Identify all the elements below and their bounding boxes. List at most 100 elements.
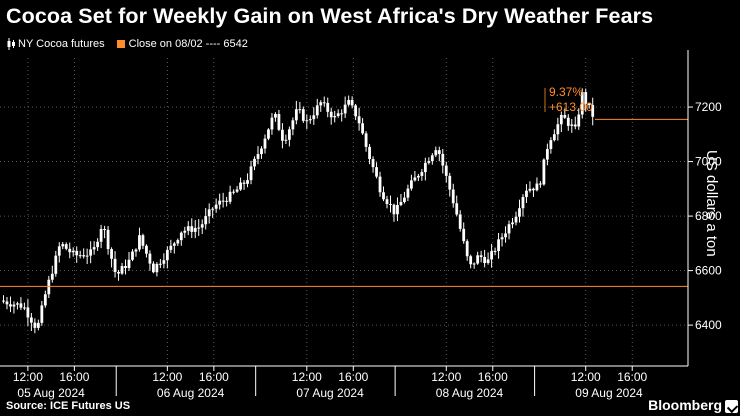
candle-body	[207, 209, 211, 217]
candle-body	[382, 192, 385, 200]
y-tick-label: 7000	[695, 155, 722, 169]
candle-body	[23, 307, 26, 309]
candle-body	[274, 114, 277, 118]
candle-body	[479, 255, 483, 257]
candle-body	[500, 237, 504, 240]
candle-body	[19, 303, 23, 308]
candle-body	[47, 279, 51, 295]
candle-body	[211, 208, 215, 210]
candle-body	[364, 133, 368, 147]
candle-body	[26, 307, 30, 318]
candle-body	[584, 92, 588, 104]
candle-body	[340, 113, 344, 115]
candle-body	[179, 232, 183, 241]
candle-body	[263, 138, 267, 149]
x-tick-label: 16:00	[338, 370, 368, 384]
candle-body	[9, 304, 12, 307]
candle-body	[152, 263, 155, 273]
candle-body	[437, 150, 441, 154]
candle-body	[493, 251, 497, 253]
candle-body	[563, 114, 567, 118]
candle-body	[420, 172, 424, 176]
candle-body	[298, 109, 302, 111]
y-tick-label: 7200	[695, 100, 722, 114]
candle-body	[580, 92, 584, 115]
y-tick-label: 6600	[695, 264, 722, 278]
candle-body	[535, 183, 539, 191]
candle-body	[458, 214, 462, 229]
candle-body	[434, 150, 438, 156]
candle-body	[308, 119, 312, 121]
candle-body	[343, 104, 347, 114]
day-label: 06 Aug 2024	[157, 386, 225, 400]
candle-body	[71, 250, 75, 253]
candle-body	[444, 165, 448, 176]
candle-body	[577, 114, 581, 127]
candle-body	[410, 180, 413, 189]
candle-body	[465, 241, 469, 257]
candle-body	[291, 120, 295, 130]
candle-body	[472, 263, 476, 265]
candle-body	[556, 124, 560, 135]
grid-layer	[0, 58, 688, 366]
candle-body	[134, 249, 138, 252]
candle-body	[396, 205, 399, 215]
candle-body	[141, 235, 145, 246]
candle-body	[423, 162, 427, 173]
candle-body	[113, 258, 117, 272]
candle-body	[267, 129, 270, 139]
candle-body	[99, 228, 103, 242]
candle-body	[242, 182, 246, 184]
candle-body	[61, 244, 65, 247]
candle-body	[539, 183, 542, 185]
candle-body	[507, 224, 511, 234]
candle-body	[573, 124, 577, 127]
candle-body	[89, 249, 93, 256]
candle-body	[138, 235, 141, 250]
candle-body	[403, 197, 406, 203]
day-label: 09 Aug 2024	[575, 386, 643, 400]
candle-body	[197, 227, 201, 229]
candle-body	[183, 230, 187, 233]
candle-body	[235, 189, 239, 192]
candle-body	[486, 259, 490, 263]
day-label: 05 Aug 2024	[17, 386, 85, 400]
candle-body	[521, 197, 525, 209]
candle-body	[110, 249, 113, 259]
candle-body	[260, 148, 263, 155]
candle-body	[162, 260, 166, 264]
candle-body	[375, 167, 378, 177]
legend-series-label: NY Cocoa futures	[18, 38, 105, 50]
x-tick-label: 12:00	[13, 370, 43, 384]
candle-body	[525, 190, 528, 198]
candle-body	[186, 226, 190, 231]
candle-body	[284, 139, 288, 141]
candle-body	[552, 134, 556, 141]
reference-layer: 9.37%+613.00	[0, 85, 688, 287]
candle-body	[221, 200, 225, 202]
y-axis-label: US dollars a ton	[703, 150, 720, 257]
candle-body	[347, 99, 351, 105]
candle-body	[413, 177, 417, 181]
candle-body	[36, 322, 40, 328]
day-label: 08 Aug 2024	[436, 386, 504, 400]
candle-body	[256, 154, 260, 159]
candle-body	[225, 200, 229, 202]
y-tick-label: 6400	[695, 318, 722, 332]
candle-body	[287, 129, 291, 140]
candle-body	[50, 273, 54, 280]
candle-body	[549, 140, 553, 149]
candle-body	[96, 241, 100, 248]
change-absolute-label: +613.00	[549, 100, 593, 114]
candle-body	[68, 248, 72, 253]
candle-body	[270, 117, 274, 130]
candle-body	[127, 259, 131, 268]
candle-body	[587, 103, 591, 106]
candle-body	[148, 253, 152, 264]
candle-body	[172, 243, 176, 246]
candle-body	[2, 300, 5, 302]
candle-body	[120, 265, 124, 274]
candle-body	[476, 255, 480, 264]
x-tick-label: 16:00	[478, 370, 508, 384]
